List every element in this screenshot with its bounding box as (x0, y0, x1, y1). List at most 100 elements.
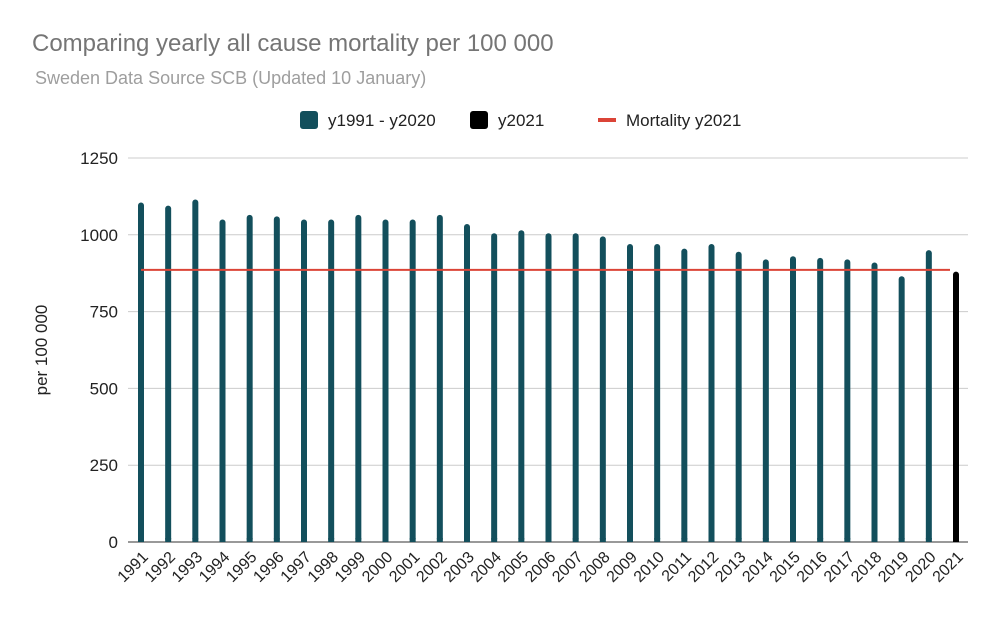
x-tick-label: 2021 (930, 549, 967, 586)
bar-base (817, 538, 824, 542)
y-tick-label: 500 (90, 379, 118, 398)
x-tick-label: 2013 (712, 549, 749, 586)
bar (708, 244, 715, 543)
x-tick-label: 2006 (522, 549, 559, 586)
bar-base (735, 538, 742, 542)
bar (871, 262, 878, 542)
bar-base (925, 538, 932, 542)
bar-base (436, 538, 443, 542)
bar (409, 219, 416, 542)
bar-base (545, 538, 552, 542)
chart-subtitle: Sweden Data Source SCB (Updated 10 Janua… (35, 68, 427, 88)
x-tick-label: 2007 (549, 549, 586, 586)
bar-base (382, 538, 389, 542)
legend-label: y2021 (498, 111, 544, 130)
bar-base (355, 538, 362, 542)
bar (844, 259, 851, 542)
bar (355, 214, 362, 542)
bar-base (138, 538, 144, 542)
bar (898, 276, 905, 542)
x-tick-label: 1991 (115, 549, 152, 586)
bar-base (328, 538, 335, 542)
x-tick-label: 2015 (767, 549, 804, 586)
legend-swatch-line (598, 118, 616, 122)
bar (436, 214, 443, 542)
bar (518, 230, 525, 542)
bar-base (871, 538, 878, 542)
bar (953, 271, 959, 542)
bar-base (898, 538, 905, 542)
bar-base (301, 538, 307, 542)
bar-base (273, 538, 280, 542)
x-tick-label: 2018 (848, 549, 885, 586)
legend-swatch (300, 111, 318, 129)
x-tick-label: 2014 (739, 549, 776, 586)
y-tick-label: 750 (90, 303, 118, 322)
bar (491, 233, 498, 542)
bar (138, 202, 144, 542)
legend-swatch (470, 111, 488, 129)
bar (627, 244, 633, 543)
x-tick-label: 2000 (359, 549, 396, 586)
bar-base (192, 538, 199, 542)
bar (219, 219, 226, 542)
bar (273, 216, 280, 543)
x-tick-label: 1998 (305, 549, 342, 586)
bar (464, 224, 470, 542)
bar-base (246, 538, 253, 542)
bar-base (491, 538, 498, 542)
x-tick-label: 2001 (386, 549, 423, 586)
x-tick-label: 1994 (196, 549, 233, 586)
bar (246, 214, 253, 542)
x-tick-label: 2005 (495, 549, 532, 586)
bar-base (762, 538, 769, 542)
bar-base (219, 538, 226, 542)
bar-base (654, 538, 661, 542)
bar (301, 219, 307, 542)
bar-base (518, 538, 525, 542)
bar (382, 219, 389, 542)
x-tick-label: 1999 (332, 549, 369, 586)
y-axis-label: per 100 000 (32, 305, 51, 396)
x-tick-label: 1995 (223, 549, 260, 586)
x-tick-label: 2012 (685, 549, 722, 586)
bar (762, 259, 769, 542)
x-tick-label: 1993 (169, 549, 206, 586)
bar (735, 251, 742, 543)
bar-base (681, 538, 688, 542)
bar (790, 256, 796, 542)
y-tick-label: 250 (90, 456, 118, 475)
x-tick-label: 2008 (576, 549, 613, 586)
x-tick-label: 2019 (875, 549, 912, 586)
x-tick-label: 1992 (142, 549, 179, 586)
x-tick-label: 2009 (604, 549, 641, 586)
bar-base (627, 538, 633, 542)
bar (681, 248, 688, 542)
bar-base (464, 538, 470, 542)
x-tick-label: 2016 (794, 549, 831, 586)
legend-label: y1991 - y2020 (328, 111, 436, 130)
y-tick-label: 0 (109, 533, 118, 552)
bar-base (165, 538, 172, 542)
x-tick-label: 2017 (821, 549, 858, 586)
y-tick-label: 1250 (80, 149, 118, 168)
bar (817, 257, 824, 542)
bar (925, 250, 932, 542)
bar (572, 233, 579, 542)
bar-base (572, 538, 579, 542)
x-tick-label: 2002 (413, 549, 450, 586)
bar-base (844, 538, 851, 542)
x-tick-label: 2010 (631, 549, 668, 586)
bar (328, 219, 335, 542)
y-tick-label: 1000 (80, 226, 118, 245)
bar-base (953, 538, 959, 542)
x-tick-label: 2003 (441, 549, 478, 586)
legend-label: Mortality y2021 (626, 111, 741, 130)
chart-title: Comparing yearly all cause mortality per… (32, 30, 554, 57)
x-tick-label: 1996 (250, 549, 287, 586)
bar-base (708, 538, 715, 542)
bar (545, 233, 552, 542)
bar-base (409, 538, 416, 542)
